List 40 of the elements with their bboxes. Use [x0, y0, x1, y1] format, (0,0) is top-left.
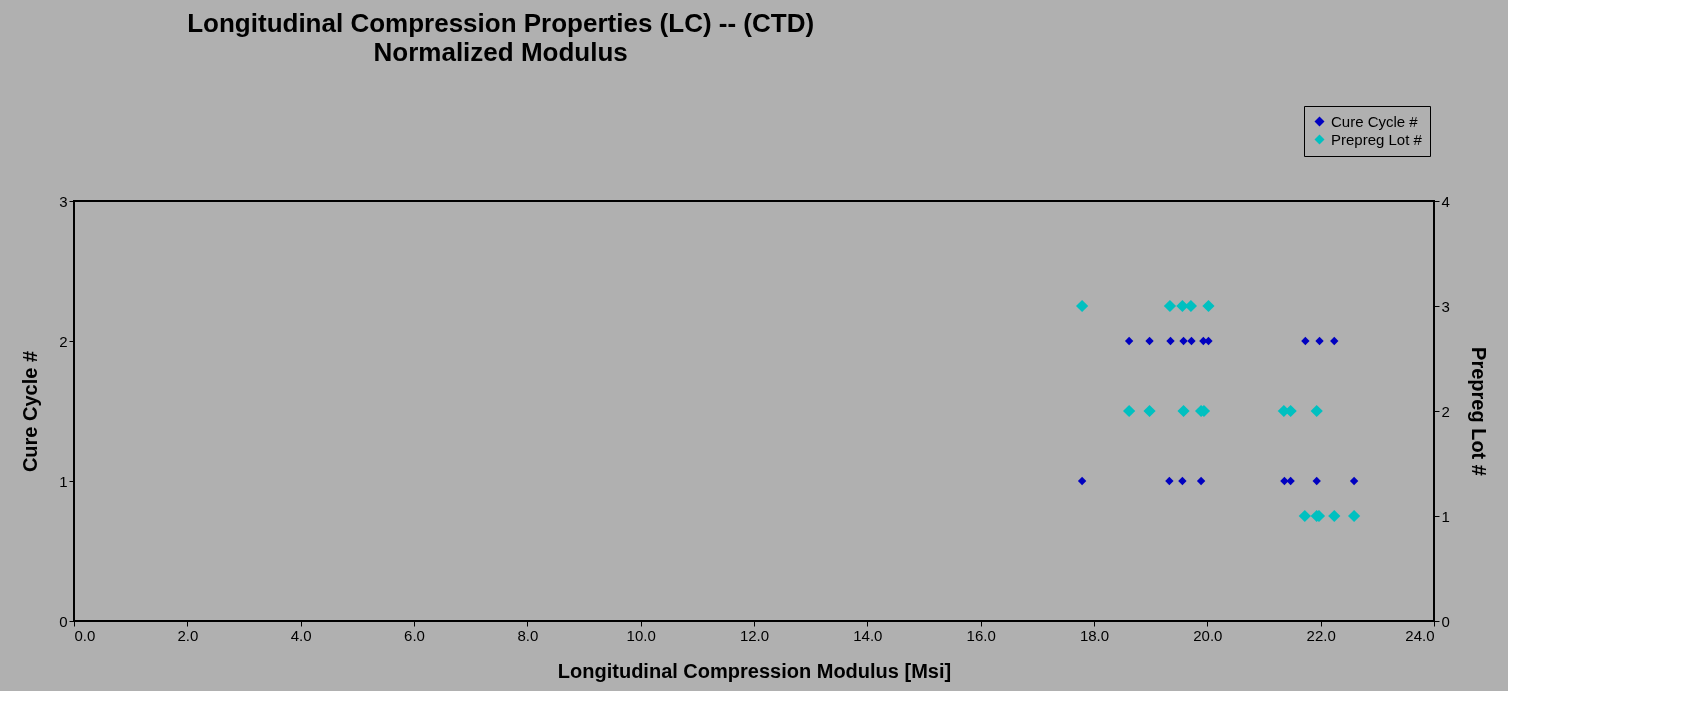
x-tick-label: 22.0: [1306, 626, 1336, 644]
y-tick-label: 1: [59, 472, 68, 490]
chart-title: Longitudinal Compression Properties (LC) -- (CTD): [187, 7, 815, 38]
x-tick-label: 20.0: [1193, 626, 1223, 644]
y2-tick-label: 0: [1441, 612, 1450, 630]
point: [1075, 299, 1089, 313]
chart-subtitle: Normalized Modulus: [373, 36, 628, 67]
point: [1163, 299, 1177, 313]
x-tick-label: 18.0: [1079, 626, 1110, 644]
legend-label: Cure Cycle #: [1331, 112, 1419, 130]
x-tick-label: 6.0: [404, 626, 425, 644]
y-axis-title: Cure Cycle #: [19, 350, 42, 473]
y2-tick-label: 4: [1441, 192, 1450, 210]
x-tick-label: 4.0: [290, 626, 312, 644]
x-tick-label: 2.0: [177, 626, 199, 644]
x-tick-label: 8.0: [517, 626, 539, 644]
x-tick-label: 0.0: [74, 626, 96, 644]
y-tick-label: 0: [59, 612, 68, 630]
y2-axis-title: Prepreg Lot #: [1467, 347, 1490, 476]
point: [1184, 299, 1198, 313]
point: [1298, 509, 1311, 523]
point: [1177, 404, 1190, 418]
y2-tick-label: 1: [1441, 507, 1450, 525]
y2-tick-label: 3: [1441, 297, 1450, 315]
x-tick-label: 14.0: [853, 626, 883, 644]
x-tick-label: 24.0: [1405, 626, 1435, 644]
x-tick-label: 16.0: [966, 626, 996, 644]
point: [1328, 509, 1341, 523]
y-tick-label: 3: [59, 192, 68, 210]
x-tick-label: 12.0: [739, 626, 770, 644]
x-tick-label: 10.0: [626, 626, 656, 644]
point: [1123, 404, 1136, 418]
point: [1143, 404, 1156, 418]
y-tick-label: 2: [59, 332, 68, 350]
legend-label: Prepreg Lot #: [1331, 130, 1423, 148]
point: [1202, 299, 1215, 313]
point: [1347, 509, 1361, 523]
x-axis-title: Longitudinal Compression Modulus [Msi]: [557, 659, 952, 682]
y2-tick-label: 2: [1441, 402, 1450, 420]
point: [1310, 404, 1323, 418]
